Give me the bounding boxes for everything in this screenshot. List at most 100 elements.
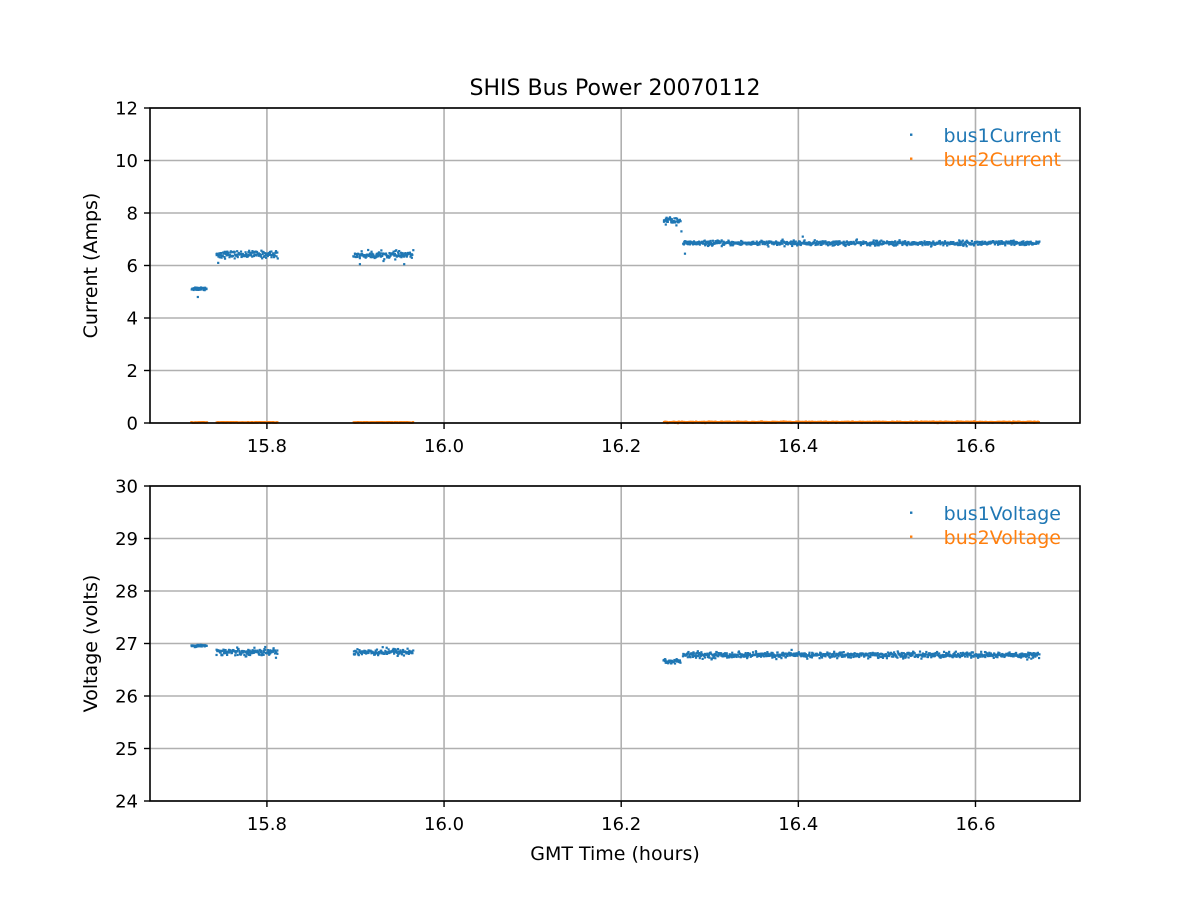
data-point — [897, 651, 900, 654]
data-point — [841, 653, 844, 656]
data-point — [361, 252, 364, 255]
data-point — [215, 648, 218, 651]
data-point — [373, 651, 376, 654]
data-point — [903, 653, 906, 656]
data-point — [700, 651, 703, 654]
data-point — [246, 255, 249, 258]
data-point — [767, 241, 771, 244]
data-point — [792, 239, 795, 242]
data-point — [855, 238, 859, 241]
data-point — [871, 654, 874, 657]
data-point — [357, 253, 360, 256]
data-point — [1006, 242, 1009, 245]
data-point — [225, 254, 228, 257]
data-point — [930, 244, 933, 247]
data-point — [725, 652, 728, 655]
data-point — [1030, 652, 1033, 655]
data-point — [929, 241, 932, 244]
data-point — [678, 218, 681, 221]
data-point — [393, 252, 397, 256]
data-point — [808, 654, 811, 657]
data-point — [247, 251, 250, 254]
data-point — [379, 255, 382, 258]
data-point — [672, 220, 675, 223]
data-point — [813, 239, 816, 242]
data-point — [261, 257, 264, 260]
data-point — [249, 254, 253, 257]
data-point — [984, 241, 987, 244]
data-point — [819, 240, 822, 243]
data-point — [916, 243, 920, 246]
data-point — [389, 254, 392, 257]
data-point — [998, 652, 1001, 655]
data-point — [890, 655, 893, 658]
data-point — [730, 656, 733, 659]
data-point — [219, 251, 223, 255]
data-point — [221, 649, 224, 653]
y-tick-label: 27 — [115, 634, 138, 655]
data-point — [411, 253, 414, 256]
data-point — [818, 657, 821, 660]
data-point — [264, 648, 267, 651]
data-point — [401, 252, 404, 255]
data-point — [977, 243, 980, 246]
data-point — [963, 242, 966, 245]
data-point — [776, 651, 779, 654]
data-point — [728, 241, 732, 245]
data-point — [689, 656, 692, 659]
data-point — [1011, 653, 1014, 656]
data-point — [938, 652, 941, 655]
data-point — [876, 652, 879, 655]
data-point — [786, 654, 789, 658]
data-point — [1034, 242, 1037, 245]
data-point — [1014, 242, 1018, 245]
data-point — [832, 242, 835, 245]
data-point — [239, 250, 243, 253]
data-point — [762, 655, 766, 658]
data-point — [974, 653, 978, 656]
data-point — [233, 257, 236, 260]
data-point — [884, 653, 888, 656]
data-point — [383, 258, 386, 261]
data-point — [843, 241, 846, 244]
data-point — [231, 250, 234, 254]
data-point — [807, 243, 810, 246]
data-point — [1021, 241, 1024, 244]
data-point — [730, 242, 733, 245]
data-point — [813, 241, 816, 244]
data-point — [217, 255, 220, 258]
data-point — [694, 654, 697, 657]
data-point — [232, 254, 235, 257]
data-point — [853, 652, 856, 655]
data-point — [237, 647, 240, 651]
data-point — [195, 288, 198, 291]
data-point — [262, 653, 265, 656]
data-point — [710, 652, 713, 656]
data-point — [947, 654, 950, 657]
data-point — [710, 657, 714, 660]
data-point — [270, 256, 273, 259]
data-point — [942, 655, 945, 659]
data-point — [374, 649, 377, 652]
data-point — [723, 654, 726, 657]
data-point — [966, 655, 969, 658]
data-point — [1027, 243, 1031, 246]
data-point — [752, 240, 755, 243]
data-point — [846, 652, 849, 655]
data-point — [397, 251, 400, 254]
data-point — [687, 650, 690, 654]
data-point — [946, 244, 949, 247]
data-point — [790, 648, 793, 652]
data-point — [838, 240, 841, 243]
data-point — [405, 255, 408, 258]
data-point — [831, 244, 834, 247]
data-point — [675, 224, 678, 227]
data-point — [779, 655, 782, 658]
data-point — [406, 647, 409, 650]
data-point — [352, 650, 356, 653]
data-point — [396, 647, 400, 651]
data-point — [881, 656, 885, 659]
data-point — [385, 646, 388, 649]
data-point — [759, 654, 762, 657]
data-point — [837, 241, 840, 244]
